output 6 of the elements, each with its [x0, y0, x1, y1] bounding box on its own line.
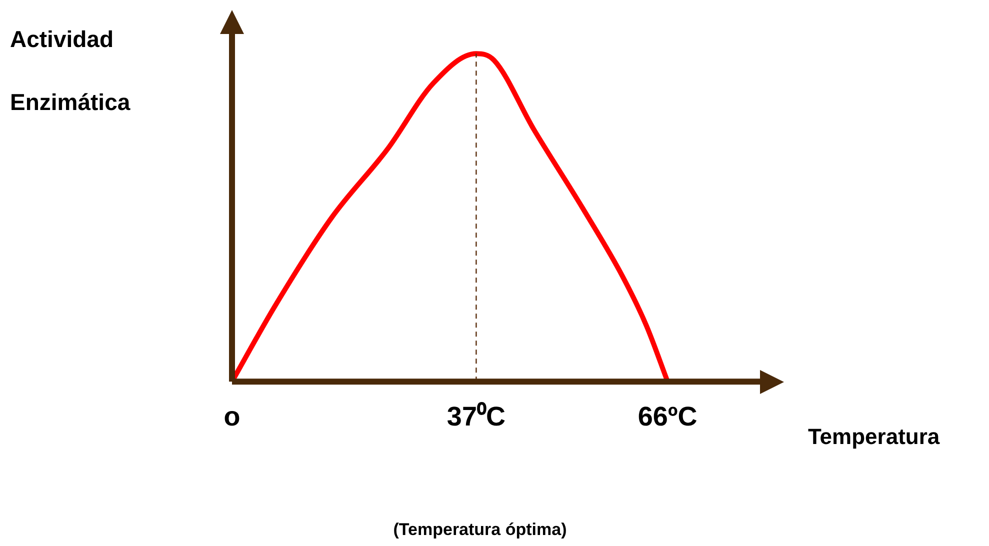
x-tick-label: 37⁰C: [446, 401, 506, 432]
x-tick-label: 66ºC: [638, 401, 698, 432]
x-axis-title: Temperatura: [808, 424, 940, 450]
x-tick-label: o: [224, 401, 240, 432]
text: Actividad Enzimática: [10, 26, 130, 115]
text: (Temperatura óptima): [392, 520, 568, 540]
